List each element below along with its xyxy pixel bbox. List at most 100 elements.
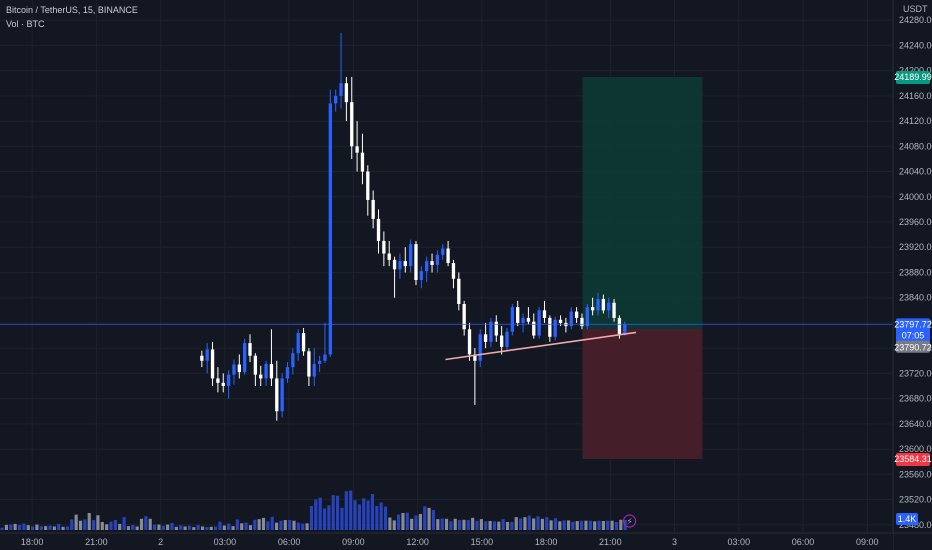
lightning-icon[interactable] — [622, 514, 637, 528]
candle-body — [221, 382, 225, 387]
volume-bar — [235, 519, 239, 530]
price-tick-label: 23520.00 — [899, 495, 932, 505]
candle — [275, 360, 279, 421]
candle-body — [301, 333, 306, 352]
volume-bar — [453, 518, 457, 530]
volume-bar — [253, 519, 257, 530]
candle-body — [296, 333, 300, 354]
volume-bar — [296, 522, 300, 530]
candle — [607, 297, 611, 318]
loss-zone[interactable] — [582, 328, 703, 459]
candle-body — [328, 103, 332, 355]
time-tick-label: 03:00 — [214, 537, 237, 547]
time-tick-label: 09:00 — [856, 537, 879, 547]
candle — [489, 317, 493, 347]
candle-body — [226, 374, 231, 387]
volume-bar — [488, 521, 492, 530]
volume-bar — [366, 500, 370, 530]
volume-bar — [575, 521, 579, 530]
candle-body — [216, 378, 220, 383]
candle — [612, 298, 616, 322]
volume-bar — [261, 517, 266, 530]
candle-body — [537, 310, 541, 336]
candle — [269, 329, 274, 387]
volume-bar — [340, 507, 344, 530]
volume-bar — [131, 524, 135, 530]
volume-bar — [349, 490, 353, 530]
volume-bar — [100, 521, 104, 530]
support-trendline[interactable] — [445, 331, 637, 361]
candle — [526, 307, 531, 325]
volume-bar — [318, 497, 322, 530]
candle — [264, 360, 268, 387]
volume-value-tag-background — [896, 513, 918, 525]
candle — [403, 247, 407, 273]
target-price-tag-background — [896, 70, 930, 84]
volume-legend[interactable]: Vol · BTC — [6, 19, 45, 29]
candle-body — [419, 271, 423, 281]
time-tick-label: 03:00 — [728, 537, 751, 547]
volume-bar — [200, 526, 205, 530]
volume-bar — [571, 521, 575, 530]
candle-body — [612, 302, 616, 318]
trendline-segment[interactable] — [445, 331, 637, 361]
candle-body — [382, 240, 386, 254]
candle — [601, 294, 606, 314]
price-tick-label: 24280.00 — [899, 15, 932, 25]
candle-body — [200, 355, 204, 361]
candle-body — [360, 152, 365, 172]
volume-bar — [444, 518, 449, 530]
long-position-tool[interactable] — [582, 76, 703, 459]
entry-price-tag-text: 23790.72 — [894, 342, 932, 352]
volume-bar — [87, 513, 91, 530]
volume-bar — [614, 521, 619, 530]
price-axis[interactable]: USDT23480.0023520.0023560.0023600.002364… — [892, 0, 932, 550]
volume-bar — [510, 521, 514, 530]
candle-body — [505, 331, 509, 347]
volume-bar — [22, 523, 26, 530]
volume-bar — [540, 518, 544, 530]
price-tick-label: 24240.00 — [899, 40, 932, 50]
candle-body — [574, 311, 579, 318]
time-axis[interactable]: 18:00 21:00 2 03:00 06:00 09:00 12:00 15:00 18:0… — [0, 532, 932, 550]
volume-bar — [344, 491, 348, 530]
candle — [425, 256, 429, 282]
volume-bars — [0, 490, 627, 530]
price-tick-label: 23720.00 — [899, 368, 932, 378]
profit-zone[interactable] — [582, 76, 703, 329]
volume-bar — [427, 507, 431, 530]
price-tick-label: 23880.00 — [899, 267, 932, 277]
volume-bar — [532, 518, 536, 530]
candle — [516, 300, 520, 327]
candle-body — [451, 263, 456, 279]
candle — [446, 240, 450, 267]
candle — [339, 32, 343, 109]
time-tick-label: 3 — [672, 537, 677, 547]
candle-body — [526, 317, 531, 322]
candle — [398, 253, 402, 279]
volume-bar — [13, 523, 17, 530]
candle — [542, 300, 547, 323]
volume-bar — [562, 520, 566, 530]
volume-bar — [597, 520, 601, 530]
volume-value-tag-text: 1.4K — [898, 514, 917, 524]
candle — [323, 322, 327, 364]
volume-bar — [39, 526, 43, 530]
candle — [574, 307, 579, 323]
volume-bar — [231, 526, 235, 530]
volume-bar — [553, 518, 558, 530]
volume-bar — [44, 526, 48, 530]
volume-bar — [519, 518, 523, 530]
volume-bar — [144, 516, 148, 530]
volume-bar — [248, 525, 253, 530]
symbol-legend[interactable]: Bitcoin / TetherUS, 15, BINANCE — [6, 5, 138, 15]
volume-bar — [288, 520, 292, 530]
price-tick-label: 23680.00 — [899, 394, 932, 404]
candle — [221, 373, 225, 393]
candle-body — [355, 146, 359, 153]
volume-bar — [35, 524, 39, 530]
candle — [376, 209, 381, 254]
volume-bar — [353, 500, 357, 530]
